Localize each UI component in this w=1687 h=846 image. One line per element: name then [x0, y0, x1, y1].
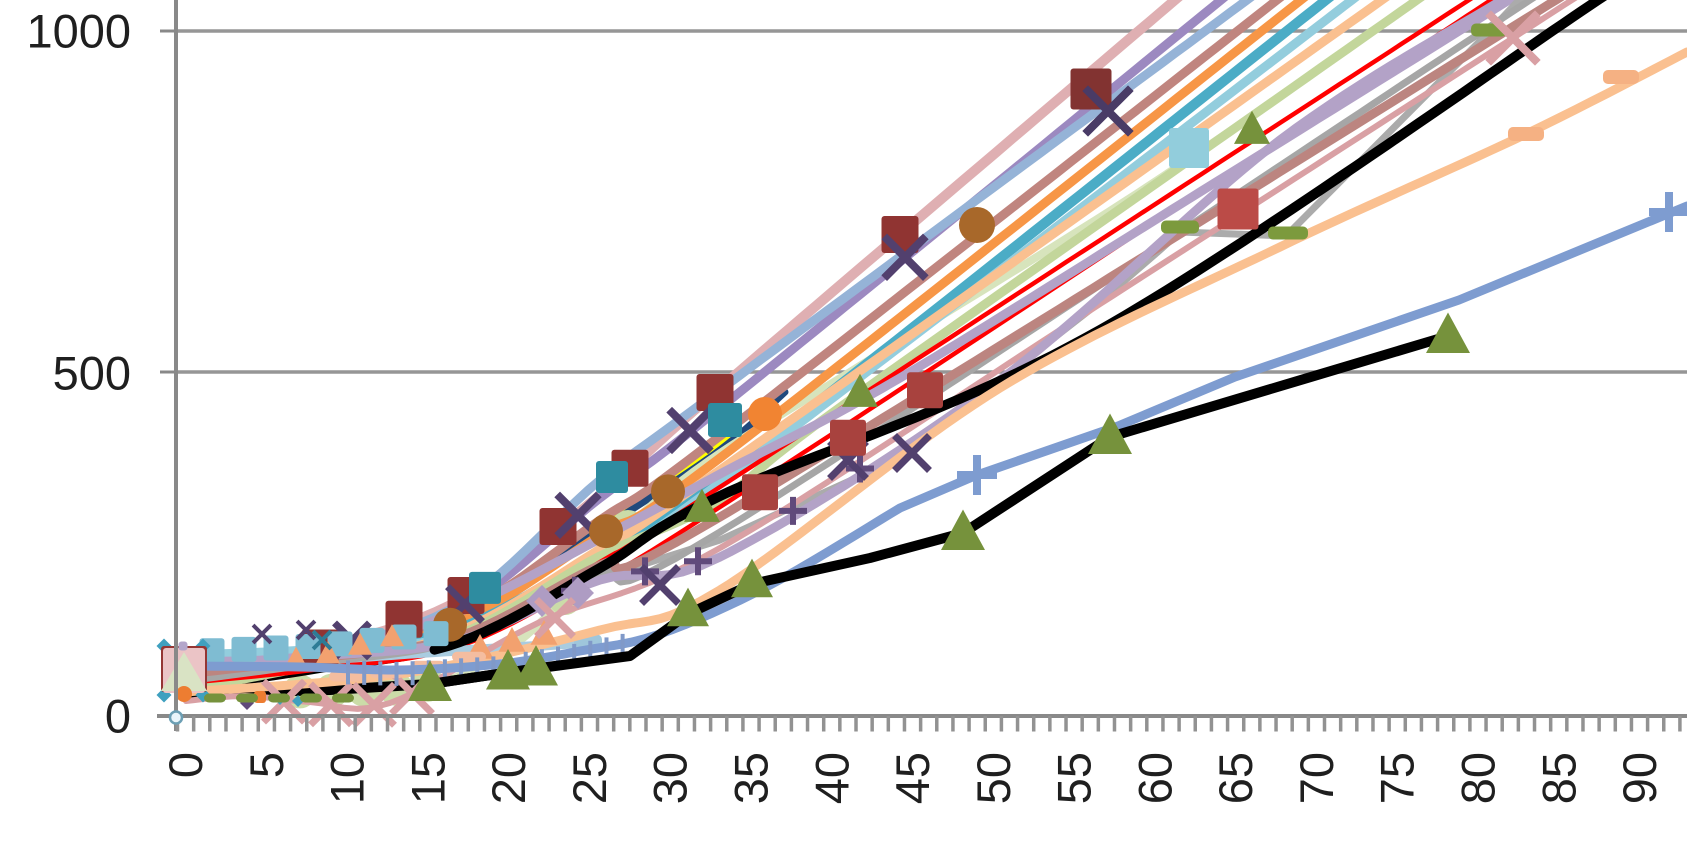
svg-text:90: 90: [1613, 752, 1666, 804]
svg-text:45: 45: [886, 752, 939, 804]
svg-text:25: 25: [563, 752, 616, 804]
svg-text:55: 55: [1048, 752, 1101, 804]
svg-text:15: 15: [401, 752, 454, 804]
svg-text:0: 0: [105, 690, 131, 743]
svg-text:1000: 1000: [26, 5, 131, 58]
svg-text:85: 85: [1532, 752, 1585, 804]
svg-text:30: 30: [644, 752, 697, 804]
svg-text:0: 0: [159, 752, 212, 778]
svg-text:65: 65: [1209, 752, 1262, 804]
svg-text:10: 10: [321, 752, 374, 804]
svg-text:40: 40: [805, 752, 858, 804]
svg-text:60: 60: [1128, 752, 1181, 804]
svg-text:70: 70: [1290, 752, 1343, 804]
svg-text:35: 35: [725, 752, 778, 804]
svg-text:75: 75: [1371, 752, 1424, 804]
svg-text:50: 50: [967, 752, 1020, 804]
svg-text:5: 5: [240, 752, 293, 778]
svg-text:500: 500: [53, 347, 131, 400]
svg-text:20: 20: [482, 752, 535, 804]
svg-text:80: 80: [1452, 752, 1505, 804]
